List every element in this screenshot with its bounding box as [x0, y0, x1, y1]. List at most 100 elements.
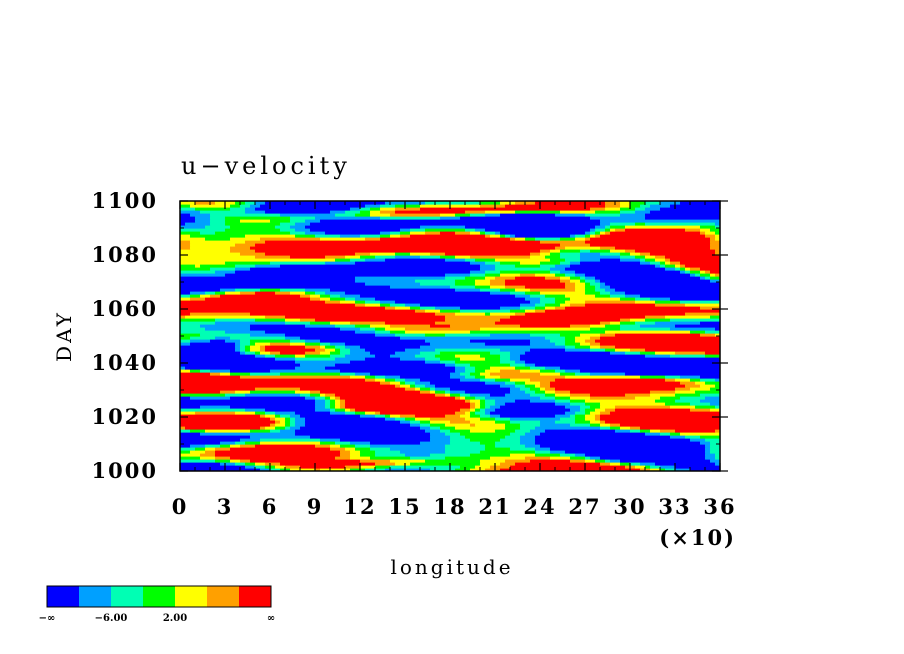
heatmap-cell [700, 441, 711, 445]
heatmap-cell [695, 390, 720, 394]
heatmap-cell [635, 210, 651, 214]
heatmap-cell [630, 462, 641, 466]
heatmap-cell [650, 297, 671, 301]
heatmap-cell [545, 393, 556, 397]
heatmap-cell [560, 303, 571, 307]
heatmap-cell [530, 366, 546, 370]
heatmap-cell [250, 324, 306, 328]
heatmap-cell [275, 291, 291, 295]
heatmap-cell [605, 225, 611, 229]
heatmap-cell [565, 294, 596, 298]
heatmap-cell [500, 462, 516, 466]
heatmap-cell [600, 417, 720, 421]
heatmap-cell [575, 453, 586, 457]
heatmap-cell [285, 426, 291, 430]
heatmap-cell [245, 408, 266, 412]
heatmap-cell [320, 294, 331, 298]
heatmap-cell [520, 354, 646, 358]
heatmap-cell [710, 246, 720, 250]
heatmap-cell [255, 351, 261, 355]
heatmap-cell [410, 456, 446, 460]
heatmap-cell [240, 438, 261, 442]
heatmap-cell [555, 420, 576, 424]
heatmap-cell [645, 318, 671, 322]
heatmap-cell [180, 306, 386, 310]
heatmap-cell [480, 264, 496, 268]
heatmap-cell [365, 258, 386, 262]
heatmap-cell [310, 435, 431, 439]
heatmap-cell [180, 363, 301, 367]
heatmap-cell [420, 387, 431, 391]
heatmap-cell [660, 261, 666, 265]
heatmap-cell [575, 339, 586, 343]
heatmap-cell [455, 213, 471, 217]
heatmap-cell [620, 201, 631, 205]
heatmap-cell [580, 405, 591, 409]
heatmap-cell [300, 336, 401, 340]
heatmap-cell [590, 393, 626, 397]
heatmap-cell [575, 420, 591, 424]
heatmap-cell [710, 279, 720, 283]
heatmap-cell [400, 336, 546, 340]
heatmap-cell [385, 258, 446, 262]
heatmap-cell [200, 324, 251, 328]
heatmap-cell [330, 405, 336, 409]
heatmap-cell [515, 462, 601, 466]
heatmap-cell [640, 252, 651, 256]
heatmap-cell [180, 339, 191, 343]
heatmap-cell [180, 468, 261, 471]
heatmap-cell [430, 387, 436, 391]
heatmap-cell [540, 264, 556, 268]
heatmap-cell [715, 429, 720, 433]
heatmap-cell [460, 306, 501, 310]
colorbar-swatch [79, 586, 111, 607]
heatmap-cell [500, 234, 506, 238]
heatmap-cell [600, 258, 621, 262]
heatmap-cell [405, 327, 481, 331]
heatmap-cell [180, 225, 206, 229]
heatmap-cell [275, 354, 296, 358]
heatmap-cell [435, 354, 456, 358]
heatmap-cell [430, 468, 456, 471]
heatmap-cell [515, 384, 526, 388]
heatmap-cell [675, 468, 691, 471]
heatmap-cell [610, 222, 636, 226]
heatmap-cell [390, 234, 401, 238]
heatmap-cell [670, 432, 681, 436]
heatmap-cell [590, 207, 606, 211]
heatmap-cell [200, 453, 216, 457]
heatmap-cell [575, 414, 586, 418]
heatmap-cell [505, 234, 511, 238]
heatmap-cell [585, 300, 636, 304]
heatmap-cell [455, 282, 476, 286]
heatmap-cell [190, 246, 231, 250]
heatmap-cell [525, 309, 536, 313]
heatmap-cell [510, 315, 646, 319]
heatmap-cell [280, 222, 296, 226]
heatmap-cell [365, 375, 376, 379]
heatmap-cell [670, 405, 696, 409]
heatmap-cell [710, 387, 720, 391]
heatmap-cell [585, 213, 621, 217]
heatmap-cell [480, 441, 496, 445]
heatmap-cell [705, 330, 720, 334]
heatmap-cell [475, 285, 491, 289]
heatmap-cell [700, 393, 720, 397]
heatmap-cell [680, 396, 706, 400]
heatmap-cell [460, 216, 591, 220]
heatmap-cell [420, 306, 436, 310]
heatmap-cell [180, 435, 251, 439]
heatmap-cell [220, 390, 236, 394]
heatmap-cell [470, 420, 496, 424]
heatmap-cell [470, 405, 476, 409]
heatmap-cell [415, 387, 421, 391]
heatmap-cell [320, 351, 331, 355]
heatmap-cell [675, 393, 701, 397]
heatmap-cell [455, 255, 471, 259]
heatmap-cell [355, 372, 371, 376]
heatmap-cell [550, 450, 566, 454]
heatmap-cell [580, 369, 720, 373]
heatmap-cell [305, 423, 411, 427]
heatmap-cell [510, 420, 541, 424]
heatmap-cell [665, 264, 676, 268]
